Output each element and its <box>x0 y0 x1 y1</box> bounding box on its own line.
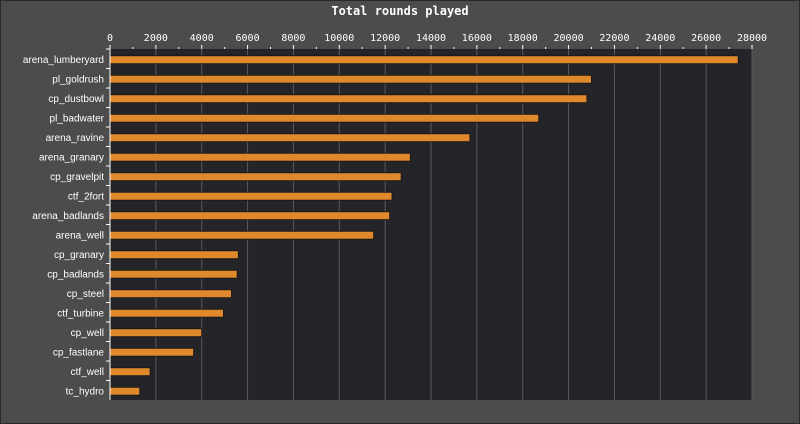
x-tick-label: 22000 <box>599 33 629 44</box>
bar <box>109 308 224 318</box>
x-tick-label: 16000 <box>462 33 492 44</box>
category-label: arena_badlands <box>32 211 104 222</box>
category-label: ctf_2fort <box>68 192 104 203</box>
category-label: cp_badlands <box>47 270 104 281</box>
x-tick-label: 2000 <box>144 33 168 44</box>
bar <box>109 250 239 260</box>
x-tick-label: 8000 <box>281 33 305 44</box>
category-label: arena_ravine <box>46 133 105 144</box>
bar <box>109 55 739 65</box>
category-label: arena_granary <box>39 153 104 164</box>
bar <box>109 230 375 240</box>
bar <box>109 269 238 279</box>
bar <box>109 386 141 396</box>
bar <box>109 289 233 299</box>
category-label: tc_hydro <box>66 387 105 398</box>
x-tick-label: 26000 <box>691 33 721 44</box>
x-tick-label: 10000 <box>324 33 354 44</box>
category-label: cp_steel <box>67 289 104 300</box>
bar <box>109 191 393 201</box>
x-tick-label: 24000 <box>645 33 675 44</box>
category-label: cp_dustbowl <box>48 94 104 105</box>
category-label: cp_gravelpit <box>50 172 104 183</box>
category-label: pl_badwater <box>50 114 105 125</box>
category-label: arena_lumberyard <box>23 55 104 66</box>
bar <box>109 328 203 338</box>
category-label: arena_well <box>56 231 104 242</box>
x-tick-label: 12000 <box>370 33 400 44</box>
category-label: cp_well <box>71 328 104 339</box>
category-label: ctf_turbine <box>57 309 104 320</box>
bar <box>109 211 391 221</box>
x-tick-label: 6000 <box>236 33 260 44</box>
bar <box>109 94 588 104</box>
x-tick-label: 14000 <box>416 33 446 44</box>
category-label: cp_fastlane <box>53 348 105 359</box>
chart-title: Total rounds played <box>331 4 469 18</box>
bar <box>109 172 402 182</box>
bar <box>109 347 195 357</box>
bar <box>109 133 471 143</box>
x-tick-label: 4000 <box>190 33 214 44</box>
category-label: cp_granary <box>54 250 104 261</box>
bar <box>109 152 411 162</box>
bar <box>109 113 540 123</box>
x-tick-label: 20000 <box>554 33 584 44</box>
bar <box>109 367 151 377</box>
x-tick-label: 18000 <box>508 33 538 44</box>
x-tick-label: 28000 <box>737 33 767 44</box>
category-label: pl_goldrush <box>52 75 104 86</box>
category-label: ctf_well <box>71 367 104 378</box>
x-tick-label: 0 <box>107 33 113 44</box>
bar <box>109 74 592 84</box>
